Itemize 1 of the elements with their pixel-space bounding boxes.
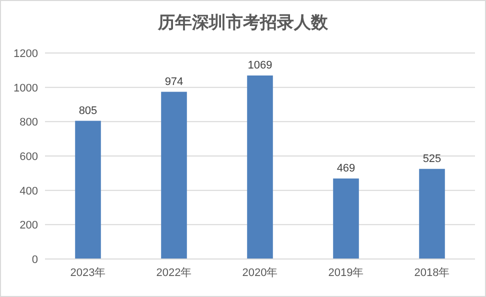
- title: 历年深圳市考招录人数: [158, 13, 328, 32]
